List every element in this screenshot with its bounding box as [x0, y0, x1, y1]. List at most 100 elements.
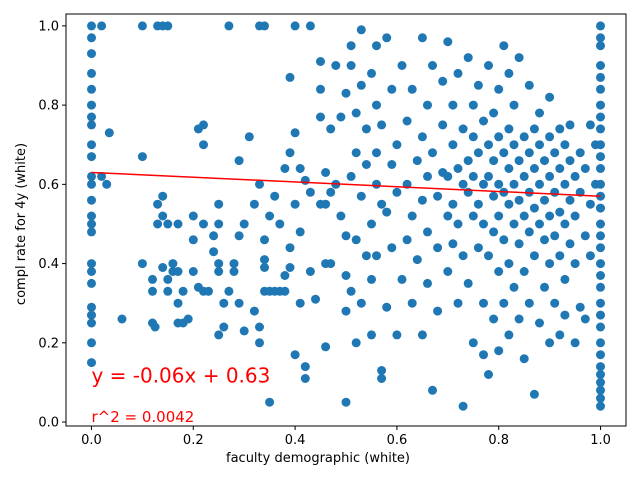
data-point: [529, 203, 539, 213]
data-point: [341, 88, 351, 98]
data-point: [560, 219, 570, 229]
data-point: [596, 298, 605, 308]
data-point: [494, 211, 504, 221]
data-point: [311, 294, 320, 304]
data-point: [555, 330, 565, 340]
data-point: [575, 148, 585, 158]
data-point: [163, 219, 173, 229]
data-point: [433, 306, 443, 316]
data-point: [321, 199, 331, 209]
data-point: [519, 132, 529, 142]
data-point: [295, 298, 305, 308]
y-tick-label: 0.6: [38, 178, 59, 193]
y-tick-label: 0.0: [38, 416, 59, 431]
data-point: [351, 338, 361, 348]
data-point: [183, 314, 193, 324]
data-point: [397, 274, 407, 284]
data-point: [87, 358, 96, 368]
data-point: [448, 239, 458, 249]
data-point: [428, 61, 437, 70]
data-point: [87, 120, 96, 130]
data-point: [453, 68, 463, 78]
data-point: [382, 302, 392, 312]
data-point: [407, 298, 417, 308]
data-point: [87, 219, 96, 229]
regression-equation: y = -0.06x + 0.63: [91, 363, 270, 387]
data-point: [499, 148, 509, 158]
data-point: [504, 330, 514, 340]
data-point: [596, 179, 605, 189]
data-point: [423, 171, 432, 181]
data-point: [453, 298, 463, 308]
data-point: [596, 124, 605, 134]
data-point: [392, 140, 402, 150]
data-point: [596, 21, 605, 31]
data-point: [545, 338, 555, 348]
data-point: [163, 286, 173, 296]
data-point: [519, 267, 529, 276]
data-point: [188, 267, 198, 276]
data-point: [550, 187, 560, 197]
data-point: [158, 191, 168, 201]
data-point: [596, 203, 605, 213]
data-point: [102, 179, 112, 189]
y-tick-label: 0.4: [38, 257, 59, 272]
data-point: [392, 187, 402, 197]
data-point: [458, 401, 468, 411]
data-point: [489, 227, 499, 237]
data-point: [361, 160, 371, 169]
r-squared-label: r^2 = 0.0042: [91, 408, 194, 426]
data-point: [300, 362, 310, 372]
data-point: [428, 385, 437, 395]
data-point: [150, 322, 160, 332]
data-point: [529, 251, 539, 261]
data-point: [535, 179, 544, 189]
data-point: [244, 132, 254, 142]
data-point: [224, 286, 234, 296]
data-point: [596, 33, 605, 43]
data-point: [367, 68, 376, 78]
data-point: [596, 271, 605, 280]
data-point: [555, 251, 565, 261]
data-point: [346, 171, 356, 181]
data-point: [188, 211, 198, 221]
data-point: [87, 195, 96, 205]
data-point: [596, 393, 605, 403]
data-point: [402, 235, 412, 245]
data-point: [524, 298, 534, 308]
data-point: [87, 338, 96, 348]
data-point: [443, 211, 453, 221]
data-point: [316, 112, 325, 122]
data-point: [565, 239, 575, 249]
data-point: [407, 211, 417, 221]
x-axis-ticks: 0.0 0.2 0.4 0.6 0.8 1.0: [81, 426, 611, 448]
data-point: [280, 164, 290, 173]
data-point: [367, 330, 376, 340]
data-point: [555, 164, 565, 173]
data-point: [255, 338, 264, 348]
data-point: [540, 235, 549, 245]
data-point: [87, 179, 96, 189]
data-point: [529, 389, 539, 399]
data-point: [87, 112, 96, 122]
data-point: [356, 191, 366, 201]
data-point: [596, 164, 605, 173]
data-point: [87, 302, 96, 312]
data-point: [555, 124, 565, 134]
data-point: [117, 314, 127, 324]
data-point: [596, 72, 605, 82]
data-point: [260, 21, 269, 31]
data-point: [596, 338, 605, 348]
data-point: [224, 21, 234, 31]
data-point: [331, 61, 341, 70]
data-point: [540, 195, 549, 205]
data-point: [494, 132, 504, 142]
data-point: [270, 191, 280, 201]
data-point: [137, 152, 147, 162]
data-point: [387, 84, 397, 94]
data-point: [204, 286, 213, 296]
data-point: [545, 259, 555, 269]
data-point: [199, 219, 208, 229]
data-point: [255, 179, 264, 189]
